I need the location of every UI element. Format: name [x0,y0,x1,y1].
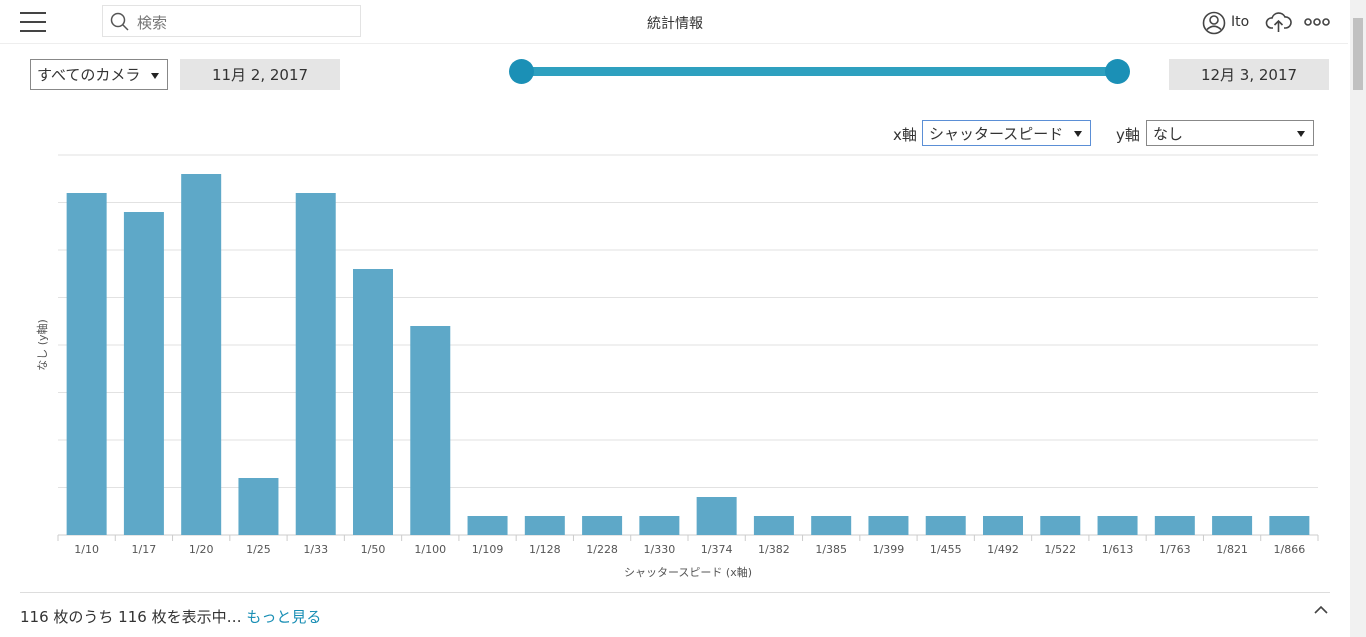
bar [696,497,737,535]
bar [467,516,508,535]
menu-icon[interactable] [20,12,46,32]
bar [66,193,107,535]
x-tick-label: 1/763 [1159,543,1191,556]
bar [410,326,451,535]
slider-handle-end[interactable] [1105,59,1130,84]
x-axis-select-text: シャッタースピード [929,124,1064,143]
bar [353,269,393,535]
bar [1154,516,1195,535]
x-tick-label: 1/25 [246,543,271,556]
x-tick-label: 1/109 [472,543,504,556]
x-tick-label: 1/382 [758,543,790,556]
bar [1040,516,1081,535]
x-tick-label: 1/50 [361,543,386,556]
bar [639,516,680,535]
bar [925,516,966,535]
collapse-icon[interactable] [1313,605,1329,615]
x-tick-label: 1/10 [74,543,99,556]
search-icon [110,12,129,31]
x-axis-select-label: x軸 [893,126,917,144]
upload-icon[interactable] [1265,10,1293,34]
x-tick-label: 1/128 [529,543,561,556]
x-tick-label: 1/385 [815,543,847,556]
y-axis-select[interactable]: なし [1146,120,1314,146]
bar [1269,516,1310,535]
scrollbar-thumb[interactable] [1353,18,1363,90]
y-axis-title: なし (y軸) [35,319,49,371]
slider-handle-start[interactable] [509,59,534,84]
bar [1212,516,1253,535]
x-tick-label: 1/613 [1102,543,1134,556]
search-box[interactable] [102,5,361,37]
page-title: 統計情報 [647,16,703,32]
bar [753,516,794,535]
x-tick-label: 1/228 [586,543,618,556]
search-placeholder: 検索 [137,14,168,32]
more-link[interactable]: もっと見る [246,608,322,626]
x-tick-label: 1/33 [303,543,328,556]
x-tick-label: 1/399 [873,543,905,556]
x-tick-label: 1/455 [930,543,962,556]
y-axis-select-label: y軸 [1116,126,1140,144]
header [0,0,1348,44]
camera-select[interactable]: すべてのカメラ [30,59,168,90]
x-axis-title: シャッタースピード (x軸) [624,565,752,579]
x-tick-label: 1/492 [987,543,1019,556]
x-axis-select[interactable]: シャッタースピード [922,120,1091,146]
user-name[interactable]: Ito [1231,14,1250,30]
more-icon[interactable] [1304,18,1332,26]
bar [295,193,336,535]
user-icon[interactable] [1202,11,1226,35]
x-tick-label: 1/20 [189,543,214,556]
footer-divider [20,592,1330,593]
footer-status: 116 枚のうち 116 枚を表示中… もっと見る [20,606,321,627]
x-tick-label: 1/100 [414,543,446,556]
y-axis-select-text: なし [1153,124,1184,143]
status-text: 116 枚のうち 116 枚を表示中… [20,608,242,626]
bar [1097,516,1138,535]
bar [811,516,852,535]
x-tick-label: 1/17 [132,543,157,556]
end-date[interactable]: 12月 3, 2017 [1169,59,1329,90]
x-tick-label: 1/866 [1274,543,1306,556]
date-slider-track[interactable] [521,67,1118,76]
bar [582,516,623,535]
bar [238,478,279,535]
camera-select-text: すべてのカメラ [37,66,141,84]
x-tick-label: 1/374 [701,543,733,556]
x-tick-label: 1/522 [1044,543,1076,556]
scrollbar[interactable] [1350,0,1366,637]
bar [123,212,164,535]
bar [524,516,565,535]
bar [181,174,222,535]
bar [868,516,909,535]
x-tick-label: 1/821 [1216,543,1248,556]
start-date[interactable]: 11月 2, 2017 [180,59,340,90]
bar [983,516,1023,535]
x-tick-label: 1/330 [644,543,676,556]
